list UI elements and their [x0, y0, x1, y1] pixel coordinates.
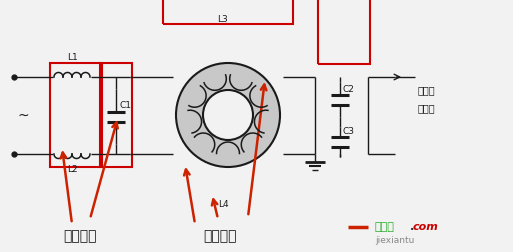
Text: L3: L3 [218, 15, 228, 24]
Circle shape [176, 64, 280, 167]
Circle shape [203, 91, 253, 140]
Text: 共模电感: 共模电感 [203, 228, 237, 242]
Text: 去整流: 去整流 [418, 85, 436, 94]
Bar [318, 0, 370, 65]
Text: 差模电感: 差模电感 [63, 228, 97, 242]
Text: C3: C3 [343, 127, 355, 136]
Text: L2: L2 [67, 164, 77, 173]
Bar [163, 0, 293, 25]
Text: com: com [413, 221, 439, 231]
Text: C2: C2 [343, 84, 355, 93]
Text: jiexiantu: jiexiantu [375, 235, 415, 244]
Text: L1: L1 [67, 53, 77, 62]
Bar [100, 64, 132, 167]
Text: 接线图: 接线图 [375, 221, 395, 231]
Text: C1: C1 [119, 100, 131, 109]
Text: ~: ~ [17, 109, 29, 122]
Text: .: . [410, 221, 415, 231]
Text: L4: L4 [218, 199, 228, 208]
Bar [50, 64, 102, 167]
Text: 二极管: 二极管 [418, 103, 436, 113]
